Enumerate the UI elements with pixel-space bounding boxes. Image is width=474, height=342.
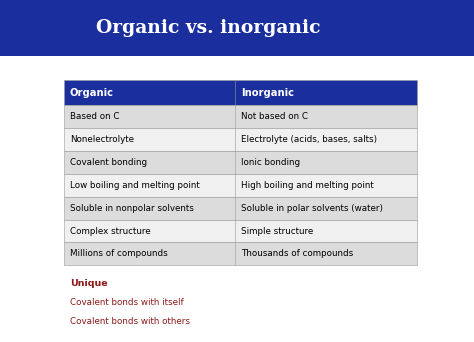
Text: Soluble in nonpolar solvents: Soluble in nonpolar solvents [70, 203, 193, 213]
Text: Nonelectrolyte: Nonelectrolyte [70, 135, 134, 144]
Text: Complex structure: Complex structure [70, 226, 150, 236]
Text: Thousands of compounds: Thousands of compounds [241, 249, 353, 259]
Text: Soluble in polar solvents (water): Soluble in polar solvents (water) [241, 203, 383, 213]
Text: Simple structure: Simple structure [241, 226, 313, 236]
Text: Covalent bonds with others: Covalent bonds with others [70, 317, 190, 326]
FancyBboxPatch shape [64, 197, 417, 220]
FancyBboxPatch shape [0, 0, 474, 56]
FancyBboxPatch shape [64, 105, 417, 128]
Text: Ionic bonding: Ionic bonding [241, 158, 300, 167]
Text: High boiling and melting point: High boiling and melting point [241, 181, 374, 190]
FancyBboxPatch shape [64, 174, 417, 197]
Text: Inorganic: Inorganic [241, 88, 294, 98]
FancyBboxPatch shape [64, 220, 417, 242]
Text: Not based on C: Not based on C [241, 112, 308, 121]
Text: Covalent bonding: Covalent bonding [70, 158, 147, 167]
Text: Unique: Unique [70, 279, 107, 288]
FancyBboxPatch shape [64, 151, 417, 174]
Text: Based on C: Based on C [70, 112, 119, 121]
FancyBboxPatch shape [64, 80, 417, 105]
Text: Low boiling and melting point: Low boiling and melting point [70, 181, 200, 190]
FancyBboxPatch shape [64, 128, 417, 151]
Text: Organic: Organic [70, 88, 114, 98]
Text: Millions of compounds: Millions of compounds [70, 249, 167, 259]
Text: Organic vs. inorganic: Organic vs. inorganic [96, 19, 321, 37]
FancyBboxPatch shape [64, 242, 417, 265]
Text: Covalent bonds with itself: Covalent bonds with itself [70, 298, 183, 307]
Text: Electrolyte (acids, bases, salts): Electrolyte (acids, bases, salts) [241, 135, 377, 144]
